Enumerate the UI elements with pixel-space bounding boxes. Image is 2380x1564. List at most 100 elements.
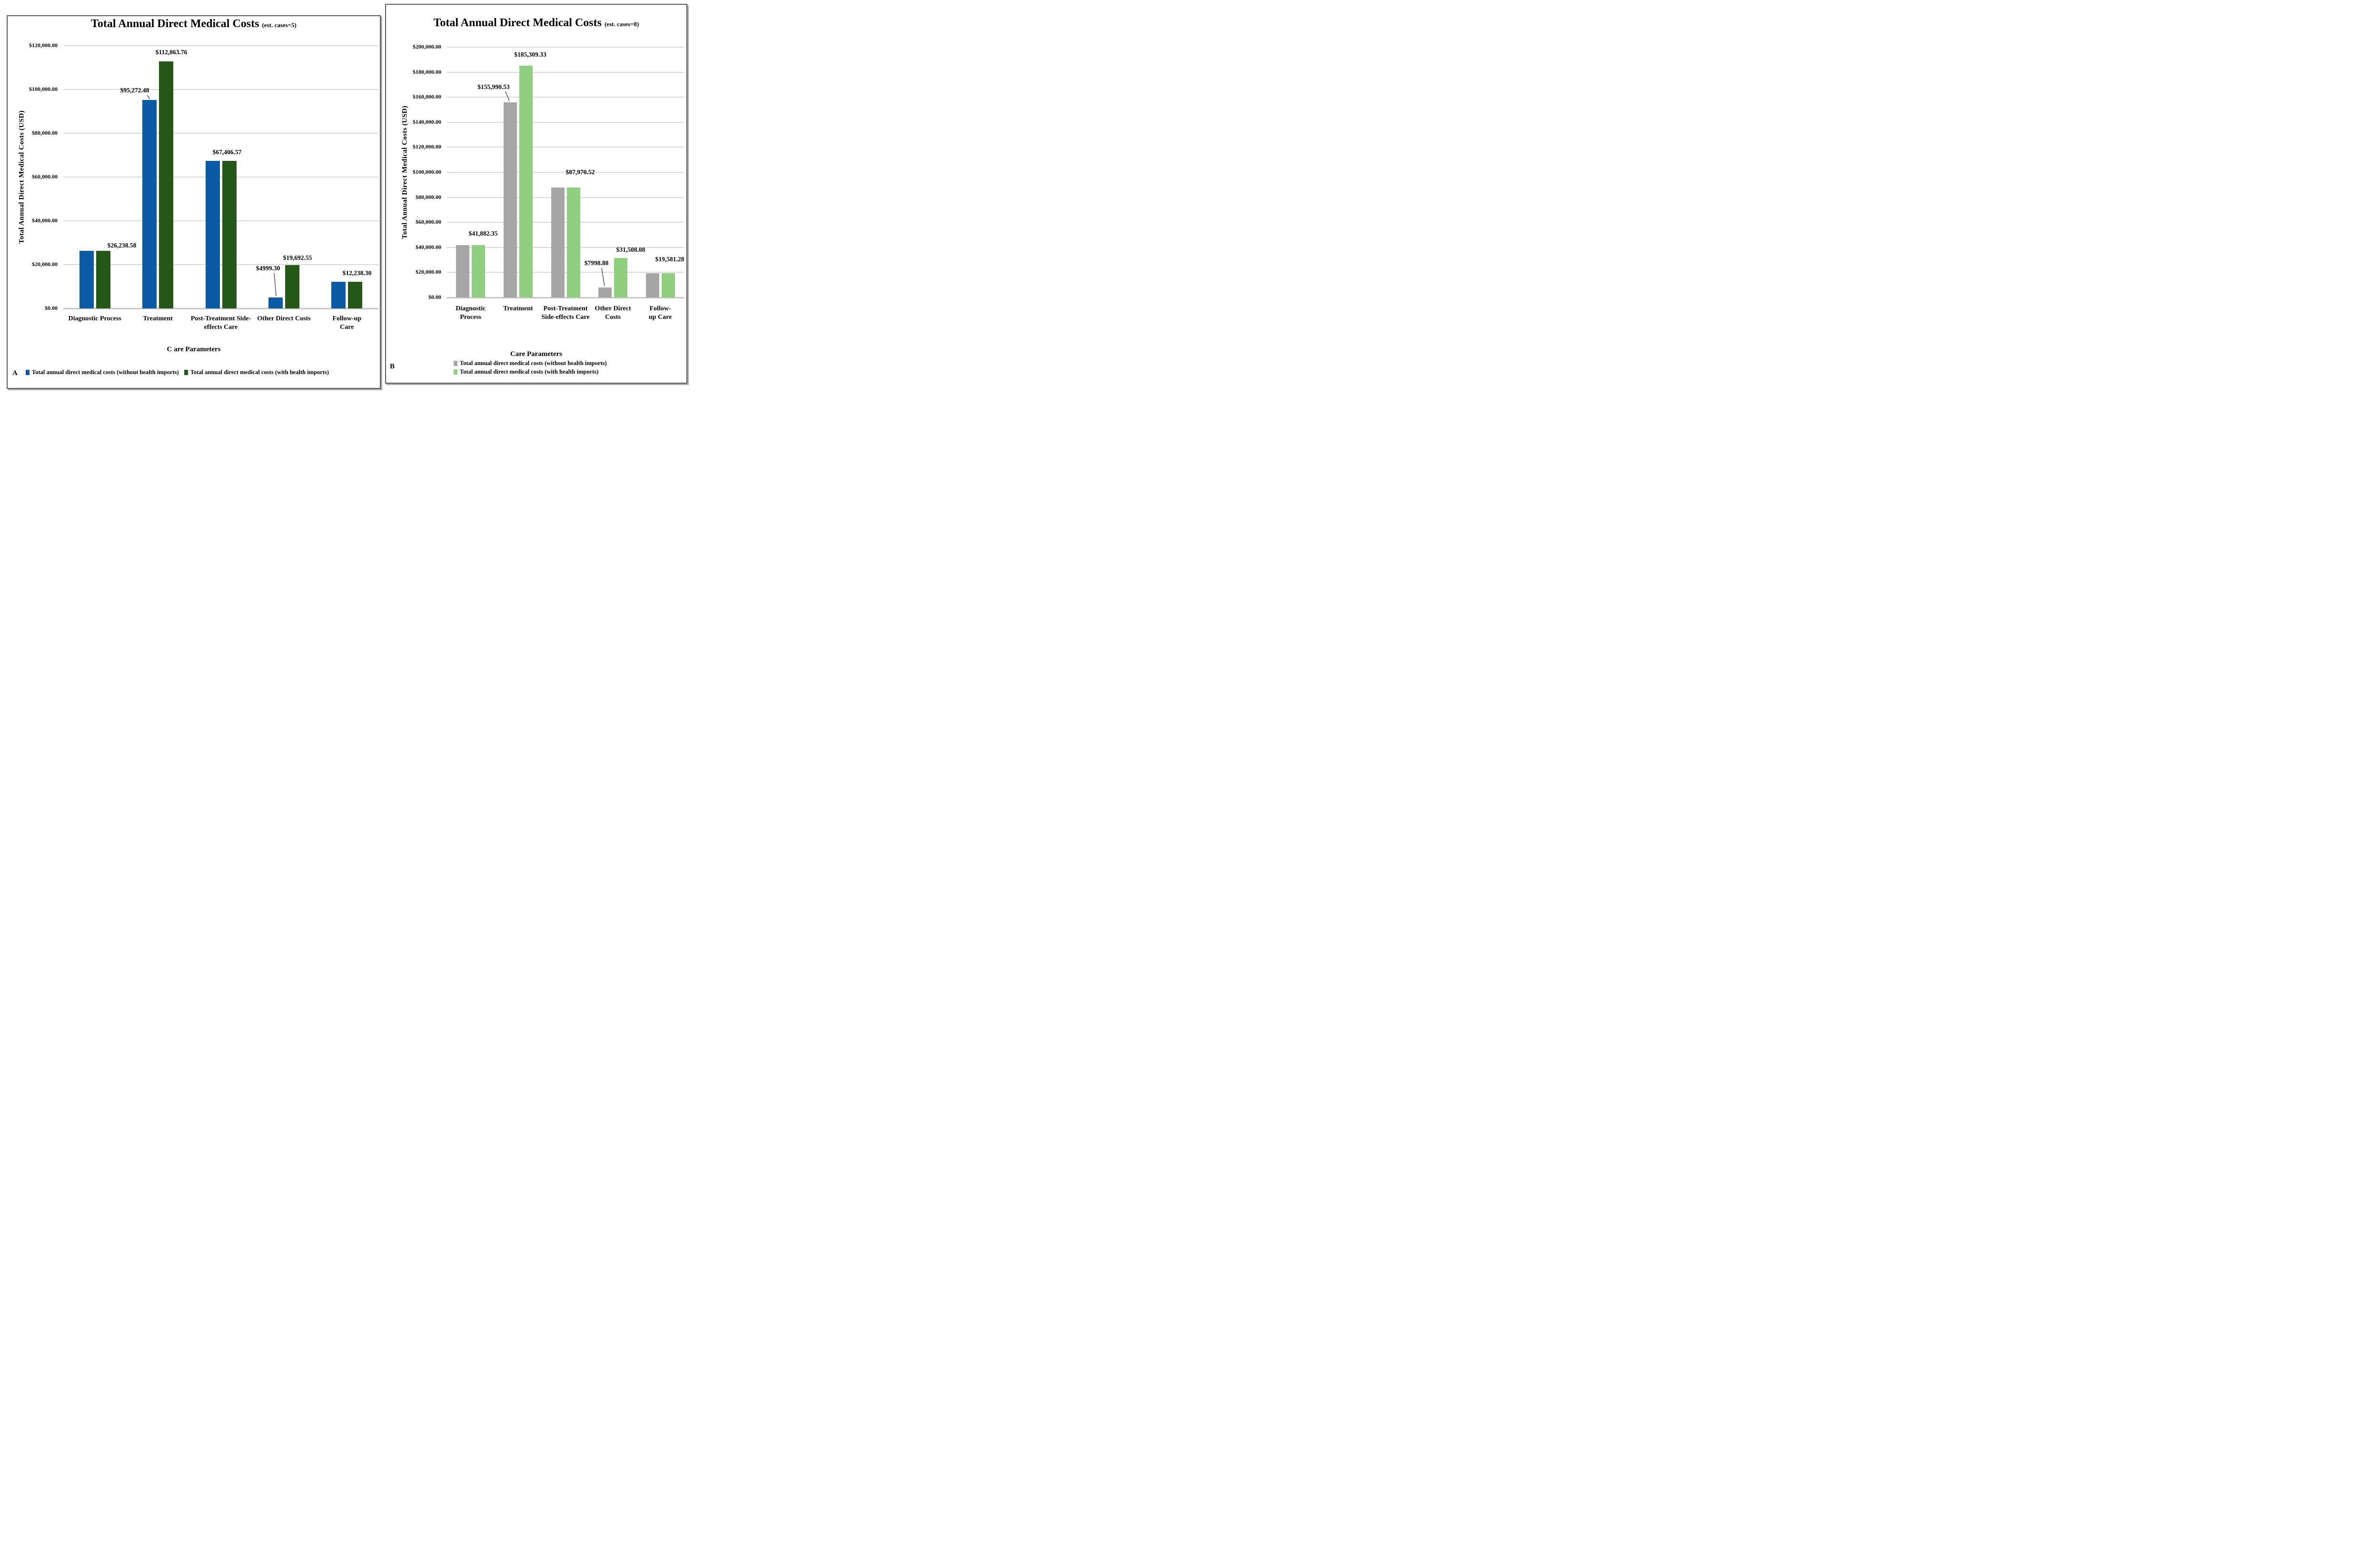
category-label: Treatment bbox=[143, 315, 173, 322]
gridline bbox=[447, 47, 684, 48]
legend-label: Total annual direct medical costs (witho… bbox=[32, 369, 179, 376]
y-tick-label: $0.00 bbox=[428, 294, 441, 300]
legend-label: Total annual direct medical costs (witho… bbox=[460, 360, 607, 366]
chart-title: Total Annual Direct Medical Costs (est. c… bbox=[386, 17, 686, 30]
bar-c1-with-health-imports bbox=[519, 65, 533, 297]
gridline bbox=[447, 121, 684, 123]
gridline bbox=[63, 45, 378, 46]
legend-item: Total annual direct medical costs (witho… bbox=[454, 360, 607, 367]
bar-c3-without-health-imports bbox=[598, 287, 612, 297]
category-label: Follow-up Care bbox=[649, 305, 672, 321]
y-tick-labels: $120,000.00 $100,000.00 $80,000.00 $60,000.… bbox=[8, 16, 380, 388]
y-tick-label: $0.00 bbox=[45, 305, 58, 311]
chart-title-text: Total Annual Direct Medical Costs bbox=[91, 18, 259, 30]
y-tick-label: $100,000.00 bbox=[413, 168, 441, 175]
value-label: $41,882.35 bbox=[468, 230, 498, 237]
value-label: $95,272.48 bbox=[120, 87, 149, 94]
value-label: $12,238.30 bbox=[342, 269, 372, 277]
gridline bbox=[447, 71, 684, 73]
bar-c0-with-health-imports bbox=[472, 245, 486, 297]
y-tick-label: $180,000.00 bbox=[413, 68, 441, 75]
bar-c2-without-health-imports bbox=[551, 187, 565, 297]
y-tick-label: $140,000.00 bbox=[413, 118, 441, 125]
legend-label: Total annual direct medical costs (with … bbox=[460, 368, 599, 375]
y-tick-labels: $200,000.00 $180,000.00 $160,000.00 $140,00… bbox=[386, 5, 686, 383]
y-tick-label: $20,000.00 bbox=[32, 261, 58, 267]
gridline bbox=[63, 89, 378, 90]
value-label: $19,581.28 bbox=[655, 256, 684, 263]
y-tick-label: $80,000.00 bbox=[416, 193, 441, 200]
y-tick-label: $80,000.00 bbox=[32, 129, 58, 136]
legend: Total annual direct medical costs (witho… bbox=[454, 360, 607, 376]
y-tick-label: $60,000.00 bbox=[416, 218, 441, 226]
category-label: Diagnostic Process bbox=[456, 305, 486, 321]
legend-swatch-with-icon bbox=[184, 370, 188, 375]
gridline bbox=[63, 220, 378, 221]
y-tick-label: $100,000.00 bbox=[29, 86, 58, 92]
gridline bbox=[447, 222, 684, 223]
bar-c0-with-health-imports bbox=[96, 251, 110, 308]
y-tick-label: $40,000.00 bbox=[32, 217, 58, 224]
legend-swatch-without-icon bbox=[454, 361, 457, 366]
chart-subtitle-text: (est. cases=8) bbox=[604, 20, 639, 28]
bar-c2-without-health-imports bbox=[205, 160, 220, 308]
value-label: $185,309.33 bbox=[514, 51, 546, 58]
bar-c4-with-health-imports bbox=[348, 281, 363, 308]
bar-c1-without-health-imports bbox=[503, 102, 517, 297]
y-tick-label: $120,000.00 bbox=[413, 143, 441, 150]
value-label: $67,406.57 bbox=[212, 148, 242, 156]
category-label: Treatment bbox=[503, 305, 533, 312]
bar-c2-with-health-imports bbox=[222, 160, 237, 308]
bar-c3-with-health-imports bbox=[614, 258, 628, 297]
value-label: $7998.88 bbox=[584, 259, 609, 267]
y-tick-label: $120,000.00 bbox=[29, 42, 58, 49]
plot-area: $41,882.35 $155,990.53 $185,309.33 $87,970.… bbox=[447, 47, 684, 298]
category-label: Post-Treatment Side-effects Care bbox=[541, 305, 590, 321]
y-tick-label: $200,000.00 bbox=[413, 43, 441, 50]
gridline bbox=[447, 272, 684, 273]
value-label: $87,970.52 bbox=[565, 168, 595, 176]
legend-label: Total annual direct medical costs (with … bbox=[190, 369, 329, 376]
x-axis-title: Care Parameters bbox=[510, 350, 563, 358]
chart-panel-a: Total Annual Direct Medical Costs (est. c… bbox=[7, 15, 381, 389]
value-label: $19,692.55 bbox=[283, 254, 312, 261]
callout-line bbox=[601, 267, 605, 287]
category-label: Other Direct Costs bbox=[257, 315, 311, 322]
callout-line bbox=[505, 91, 510, 101]
plot-area: $26,238.58 $95,272.48 $112,863.76 $67,406.5… bbox=[63, 45, 378, 309]
chart-panel-b: Total Annual Direct Medical Costs (est. c… bbox=[385, 4, 687, 384]
value-label: $112,863.76 bbox=[155, 49, 188, 56]
category-label: Diagnostic Process bbox=[68, 315, 121, 322]
leader-lines bbox=[147, 95, 277, 297]
value-label: $4999.30 bbox=[256, 265, 280, 272]
panel-letter-a: A bbox=[12, 369, 18, 377]
y-tick-label: $40,000.00 bbox=[416, 243, 441, 250]
chart-title-text: Total Annual Direct Medical Costs bbox=[433, 17, 602, 29]
callout-line bbox=[147, 95, 150, 99]
value-label: $155,990.53 bbox=[477, 83, 510, 90]
bar-c2-with-health-imports bbox=[566, 187, 580, 297]
value-label: $31,508.08 bbox=[616, 246, 645, 253]
category-label: Other Direct Costs bbox=[595, 305, 631, 321]
gridline bbox=[447, 247, 684, 248]
category-label: Post-Treatment Side- effects Care bbox=[190, 315, 251, 331]
legend-item: Total annual direct medical costs (witho… bbox=[26, 369, 179, 376]
y-tick-label: $60,000.00 bbox=[32, 173, 58, 180]
bar-c3-without-health-imports bbox=[268, 297, 283, 308]
gridline bbox=[63, 177, 378, 178]
bar-c3-with-health-imports bbox=[285, 265, 299, 308]
gridline bbox=[447, 97, 684, 98]
leader-lines bbox=[505, 91, 605, 287]
gridline bbox=[447, 172, 684, 173]
y-tick-label: $160,000.00 bbox=[413, 93, 441, 100]
bar-c0-without-health-imports bbox=[456, 245, 470, 297]
bar-c4-without-health-imports bbox=[331, 281, 346, 308]
panel-letter-b: B bbox=[390, 363, 395, 370]
bar-c1-without-health-imports bbox=[142, 99, 157, 308]
bar-c4-with-health-imports bbox=[661, 273, 675, 297]
gridline bbox=[447, 297, 684, 298]
bar-c0-without-health-imports bbox=[79, 251, 94, 308]
callout-line bbox=[274, 273, 277, 297]
y-tick-label: $20,000.00 bbox=[416, 268, 441, 276]
gridline bbox=[63, 308, 378, 309]
